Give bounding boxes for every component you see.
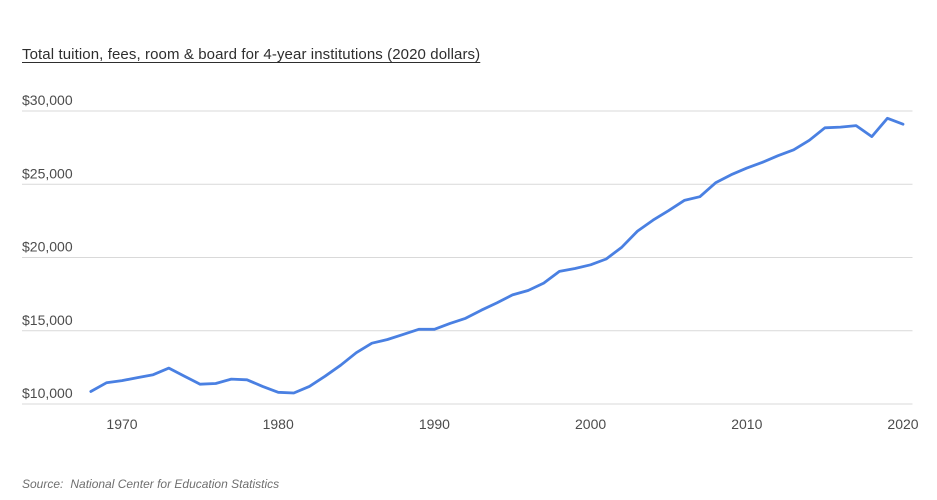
line-chart: $10,000 $15,000 $20,000 $25,000 $30,000 1970 1… [22,92,919,432]
source-label: Source: [22,477,64,491]
tuition-line [89,116,905,395]
x-axis-tick-label: 2020 [887,416,918,432]
x-axis-tick-label: 2010 [731,416,762,432]
y-axis-tick-label: $20,000 [22,239,73,255]
y-axis-tick-label: $25,000 [22,165,73,181]
x-axis-tick-label: 1980 [263,416,294,432]
chart-title: Total tuition, fees, room & board for 4-… [22,46,481,63]
y-axis-tick-label: $15,000 [22,312,73,328]
source-text: National Center for Education Statistics [70,477,280,491]
x-axis-tick-label: 2000 [575,416,606,432]
source-note: Source: National Center for Education Sta… [22,477,279,491]
x-axis-tick-label: 1990 [419,416,450,432]
x-axis-tick-label: 1970 [106,416,137,432]
y-axis-tick-label: $30,000 [22,92,73,108]
y-axis-tick-label: $10,000 [22,385,73,401]
